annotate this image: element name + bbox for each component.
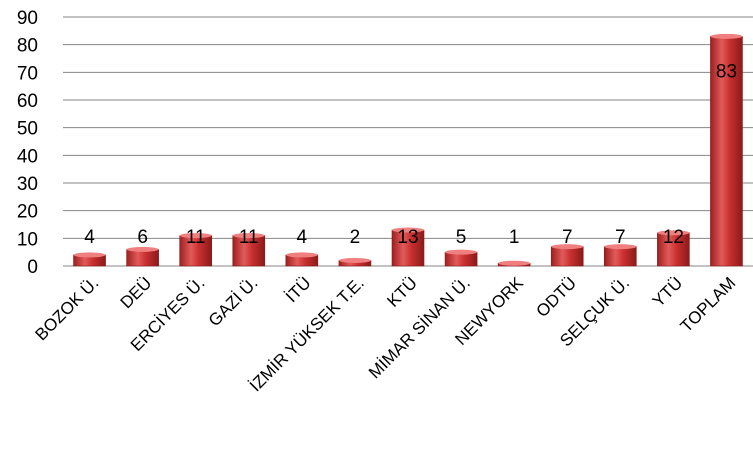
bar bbox=[710, 33, 743, 267]
data-label: 4 bbox=[297, 227, 308, 248]
x-tick-label: GAZİ Ü. bbox=[205, 273, 262, 330]
bar-top bbox=[338, 257, 371, 263]
x-tick-label: KTÜ bbox=[383, 273, 420, 310]
data-label: 13 bbox=[397, 227, 418, 248]
data-label: 2 bbox=[350, 227, 361, 248]
bar-top bbox=[285, 252, 318, 258]
bar-top bbox=[710, 33, 743, 39]
y-tick-label: 30 bbox=[17, 174, 38, 195]
bar bbox=[657, 230, 690, 267]
bar-body bbox=[604, 246, 637, 267]
data-labels: 4 6 11 11 4 2 13 5 1 7 7 12 83 bbox=[84, 61, 737, 248]
bar bbox=[73, 252, 106, 267]
bar-top bbox=[126, 246, 159, 252]
y-axis-ticks: 0 10 20 30 40 50 60 70 80 90 bbox=[17, 8, 38, 278]
data-label: 11 bbox=[186, 227, 206, 248]
bars bbox=[73, 33, 743, 267]
bar-top bbox=[392, 227, 424, 233]
data-label: 83 bbox=[716, 61, 737, 82]
bar bbox=[126, 246, 159, 267]
data-label: 12 bbox=[663, 227, 684, 248]
y-tick-label: 10 bbox=[17, 229, 38, 250]
bar bbox=[604, 244, 637, 267]
bar bbox=[550, 244, 584, 267]
x-tick-label: DEÜ bbox=[117, 273, 156, 312]
bar-top bbox=[179, 233, 212, 239]
y-tick-label: 60 bbox=[17, 91, 38, 112]
data-label: 1 bbox=[509, 227, 520, 248]
bar bbox=[391, 227, 425, 267]
bar-top bbox=[73, 252, 106, 258]
bar bbox=[497, 260, 531, 267]
bar bbox=[444, 249, 478, 267]
bar-top bbox=[604, 244, 637, 250]
data-label: 6 bbox=[137, 227, 148, 248]
bar-top bbox=[445, 249, 478, 255]
y-tick-label: 70 bbox=[17, 63, 38, 84]
bar-top bbox=[232, 233, 265, 239]
bar bbox=[285, 252, 319, 267]
y-tick-label: 20 bbox=[17, 202, 38, 223]
x-tick-label: TOPLAM bbox=[677, 273, 740, 336]
data-label: 7 bbox=[562, 227, 573, 248]
data-label: 5 bbox=[456, 227, 467, 248]
y-tick-label: 50 bbox=[17, 119, 38, 140]
y-tick-label: 90 bbox=[17, 8, 38, 29]
bar-body bbox=[232, 235, 266, 267]
data-label: 7 bbox=[615, 227, 626, 248]
gridlines bbox=[63, 16, 753, 267]
x-tick-label: İTÜ bbox=[282, 273, 315, 306]
x-tick-label: YTÜ bbox=[649, 273, 686, 310]
x-tick-label: ODTÜ bbox=[533, 273, 580, 320]
bar-top bbox=[551, 244, 584, 250]
y-tick-label: 0 bbox=[27, 257, 38, 278]
bar-body bbox=[710, 36, 743, 267]
bar-body bbox=[391, 229, 425, 267]
data-label: 4 bbox=[84, 227, 95, 248]
y-tick-label: 80 bbox=[17, 36, 38, 57]
data-label: 11 bbox=[239, 227, 259, 248]
x-tick-label: MİMAR SİNAN Ü. bbox=[365, 273, 474, 382]
bar-body bbox=[550, 246, 584, 267]
bar-top bbox=[498, 260, 531, 266]
bar bbox=[179, 233, 212, 267]
bar-top bbox=[657, 230, 690, 236]
bar-body bbox=[657, 232, 690, 267]
bar bbox=[338, 257, 372, 267]
y-tick-label: 40 bbox=[17, 146, 38, 167]
x-tick-label: BOZOK Ü. bbox=[31, 273, 102, 344]
bar bbox=[232, 233, 266, 267]
